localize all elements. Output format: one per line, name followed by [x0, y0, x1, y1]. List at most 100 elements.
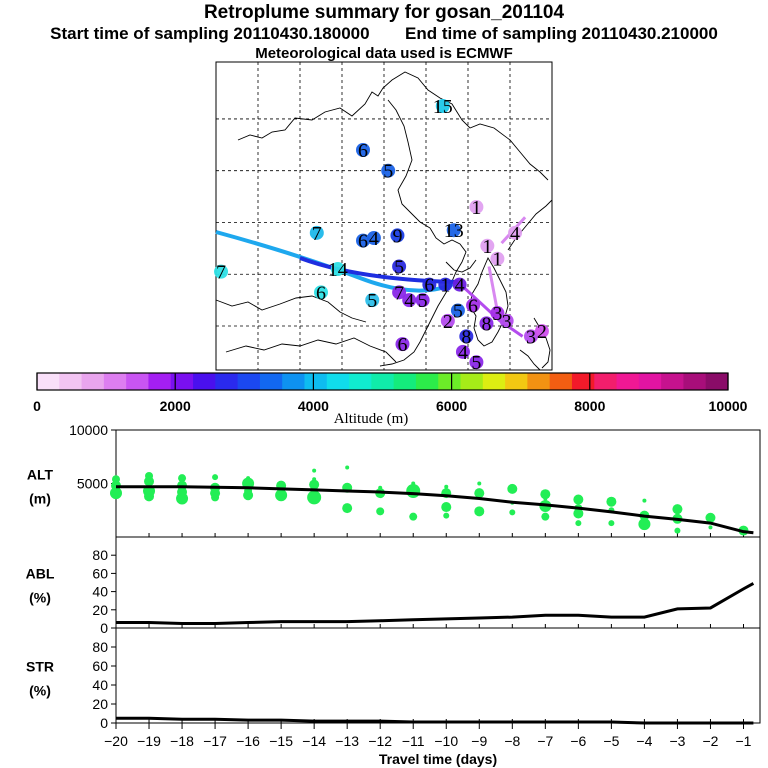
cluster-label-15: 6 [316, 282, 326, 304]
abl-panel: 0 20 40 60 80 ABL (%) [26, 536, 761, 636]
alt-scatter-point-46 [541, 512, 550, 521]
colorbar-swatch-28 [661, 373, 684, 390]
cluster-dot-20 [422, 277, 437, 292]
abl-ytick-label-3: 60 [92, 565, 108, 581]
colorbar-swatch-8 [215, 373, 239, 390]
abl-ytick-label-2: 40 [92, 584, 108, 600]
cluster-label-2: 5 [383, 161, 393, 183]
colorbar-swatch-6 [170, 373, 194, 390]
xtick-label-12: −8 [504, 733, 520, 749]
cluster-dot-27 [499, 313, 514, 328]
str-line [116, 716, 754, 725]
cluster-label-8: 1 [471, 197, 481, 219]
cluster-label-24: 6 [468, 295, 478, 317]
xtick-label-18: −2 [702, 733, 718, 749]
colorbar-swatch-30 [705, 373, 729, 390]
korea-peninsula [469, 257, 509, 347]
colorbar-tick-label-5: 10000 [709, 398, 748, 414]
alt-scatter-point-53 [606, 496, 617, 507]
colorbar-swatch-21 [505, 373, 528, 390]
cluster-dot-9 [508, 225, 523, 240]
cluster-label-31: 2 [537, 321, 547, 343]
alt-scatter-point-45 [540, 489, 551, 500]
cluster-dot-28 [479, 316, 494, 331]
xtick-label-8: −12 [368, 733, 392, 749]
cluster-dot-17 [392, 285, 407, 300]
cluster-label-5: 4 [369, 228, 379, 250]
colorbar-swatch-22 [527, 373, 551, 390]
cluster-label-32: 6 [397, 334, 407, 356]
xtick-label-0: −20 [104, 733, 128, 749]
cluster-label-11: 1 [492, 249, 502, 271]
alt-scatter-point-37 [441, 502, 452, 513]
cluster-label-16: 5 [367, 290, 377, 312]
cluster-label-18: 4 [404, 290, 414, 312]
colorbar-tick-label-4: 8000 [574, 398, 605, 414]
map-coastlines [215, 71, 553, 371]
alt-scatter-point-44 [509, 509, 516, 516]
northern-border [237, 71, 549, 181]
cluster-dot-19 [415, 293, 430, 308]
xtick-label-1: −19 [137, 733, 161, 749]
alt-ylabel: ALT [27, 467, 54, 483]
cluster-dot-4 [356, 233, 370, 248]
str-panel: 0 20 40 60 80 STR (%) [26, 627, 761, 731]
cluster-dot-24 [466, 298, 481, 313]
altitude-colorbar: 0 2000 4000 6000 8000 10000 [33, 372, 748, 414]
colorbar-swatch-19 [460, 373, 484, 390]
colorbar-swatch-4 [126, 373, 149, 390]
alt-median-line [116, 485, 754, 535]
alt-scatter-point-56 [642, 498, 647, 503]
end-time-label: End time of sampling 20110430.210000 [405, 24, 718, 43]
alt-scatter-point-34 [409, 512, 418, 521]
cluster-label-25: 2 [443, 311, 453, 333]
cluster-label-6: 9 [392, 225, 402, 247]
cluster-dot-25 [440, 313, 455, 328]
alt-scatter-point-55 [608, 520, 615, 527]
xtick-label-19: −1 [736, 733, 752, 749]
colorbar-swatch-7 [193, 373, 216, 390]
colorbar-swatch-26 [616, 373, 640, 390]
xtick-label-16: −4 [636, 733, 652, 749]
colorbar-swatch-24 [571, 373, 595, 390]
abl-ytick-label-4: 80 [92, 547, 108, 563]
sampling-times: Start time of sampling 20110430.180000 E… [0, 24, 768, 44]
alt-scatter-point-11 [212, 474, 219, 481]
str-frame [115, 627, 761, 724]
inner-line-2 [225, 337, 397, 363]
cluster-dot-26 [490, 306, 505, 321]
alt-scatter-point-40 [474, 488, 485, 499]
alt-scatter-point-10 [177, 487, 188, 498]
colorbar-swatch-29 [683, 373, 707, 390]
str-ytick-label-2: 40 [92, 677, 108, 693]
colorbar-swatch-12 [304, 373, 328, 390]
abl-ytick-label-0: 0 [100, 620, 108, 636]
inner-border [387, 99, 431, 229]
cluster-dot-14 [392, 259, 407, 274]
colorbar-swatch-2 [81, 373, 105, 390]
cluster-dot-12 [214, 264, 229, 279]
cluster-markers [214, 99, 549, 370]
colorbar-tick-label-1: 2000 [160, 398, 191, 414]
alt-frame [115, 429, 761, 538]
alt-ytick-label-0: 5000 [77, 476, 108, 492]
colorbar-swatch-25 [594, 373, 618, 390]
cluster-label-28: 8 [481, 313, 491, 335]
japan-coast-2 [519, 349, 541, 371]
cluster-label-14: 5 [394, 256, 404, 278]
alt-ylabel-unit: (m) [29, 491, 51, 507]
abl-frame [115, 536, 761, 629]
cluster-label-33: 4 [458, 342, 468, 364]
cluster-dot-31 [534, 324, 549, 339]
cluster-dot-16 [365, 293, 380, 308]
xtick-label-17: −3 [669, 733, 685, 749]
alt-scatter-point-4 [144, 476, 155, 487]
alt-scatter-point-39 [477, 481, 482, 486]
xtick-label-2: −18 [170, 733, 194, 749]
cluster-label-12: 7 [216, 262, 226, 284]
cluster-label-27: 3 [502, 311, 512, 333]
alt-scatter-point-17 [243, 490, 254, 501]
cluster-label-30: 3 [526, 326, 536, 348]
colorbar-swatch-20 [482, 373, 506, 390]
